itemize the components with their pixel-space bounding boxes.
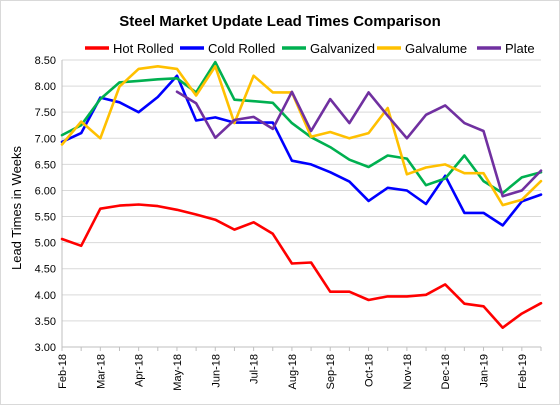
- y-axis-label: Lead Times in Weeks: [9, 145, 24, 270]
- x-tick-label: Apr-18: [134, 354, 146, 387]
- x-tick-label: Oct-18: [364, 354, 376, 387]
- chart-title: Steel Market Update Lead Times Compariso…: [119, 13, 440, 30]
- x-tick-label: Nov-18: [402, 354, 414, 389]
- x-tick-label: Mar-18: [95, 354, 107, 389]
- x-axis: Feb-18 Mar-18 Apr-18 May-18 Jun-18 Jul-18 Aug-…: [57, 346, 542, 391]
- y-tick-label: 7.50: [35, 107, 56, 119]
- legend-label-cold-rolled: Cold Rolled: [208, 41, 275, 56]
- y-tick-label: 5.00: [35, 238, 56, 250]
- y-tick-label: 8.00: [35, 81, 56, 93]
- x-tick-label: Jan-19: [479, 354, 491, 388]
- x-tick-label: Feb-19: [517, 354, 529, 389]
- legend-label-galvanized: Galvanized: [310, 41, 375, 56]
- series-line-galvalume: [60, 65, 543, 207]
- y-tick-label: 6.50: [35, 159, 56, 171]
- y-axis: 3.00 3.50 4.00 4.50 5.00 5.50 6.00 6.50 7.00 7.50…: [35, 55, 63, 354]
- x-tick-label: Sep-18: [325, 354, 337, 389]
- y-tick-label: 4.50: [35, 264, 56, 276]
- y-tick-label: 3.00: [35, 342, 56, 354]
- series-line-hot-rolled: [60, 203, 543, 330]
- series-line-galvanized: [60, 60, 543, 195]
- y-tick-label: 6.00: [35, 185, 56, 197]
- x-tick-label: Jun-18: [210, 354, 222, 388]
- legend-label-galvalume: Galvalume: [405, 41, 467, 56]
- series-group: [60, 60, 543, 330]
- y-tick-label: 4.00: [35, 290, 56, 302]
- x-tick-label: Feb-18: [57, 354, 69, 389]
- x-tick-label: Jul-18: [249, 354, 261, 384]
- y-tick-label: 3.50: [35, 316, 56, 328]
- series-line-plate: [175, 90, 543, 198]
- y-tick-label: 8.50: [35, 55, 56, 67]
- y-tick-label: 5.50: [35, 212, 56, 224]
- legend-label-plate: Plate: [505, 41, 535, 56]
- legend-label-hot-rolled: Hot Rolled: [113, 41, 174, 56]
- series-line-cold-rolled: [60, 74, 543, 227]
- x-tick-label: Aug-18: [287, 354, 299, 389]
- y-tick-label: 7.00: [35, 133, 56, 145]
- x-tick-label: May-18: [172, 354, 184, 391]
- legend: Hot Rolled Cold Rolled Galvanized Galvalume…: [85, 41, 535, 56]
- x-tick-label: Dec-18: [440, 354, 452, 389]
